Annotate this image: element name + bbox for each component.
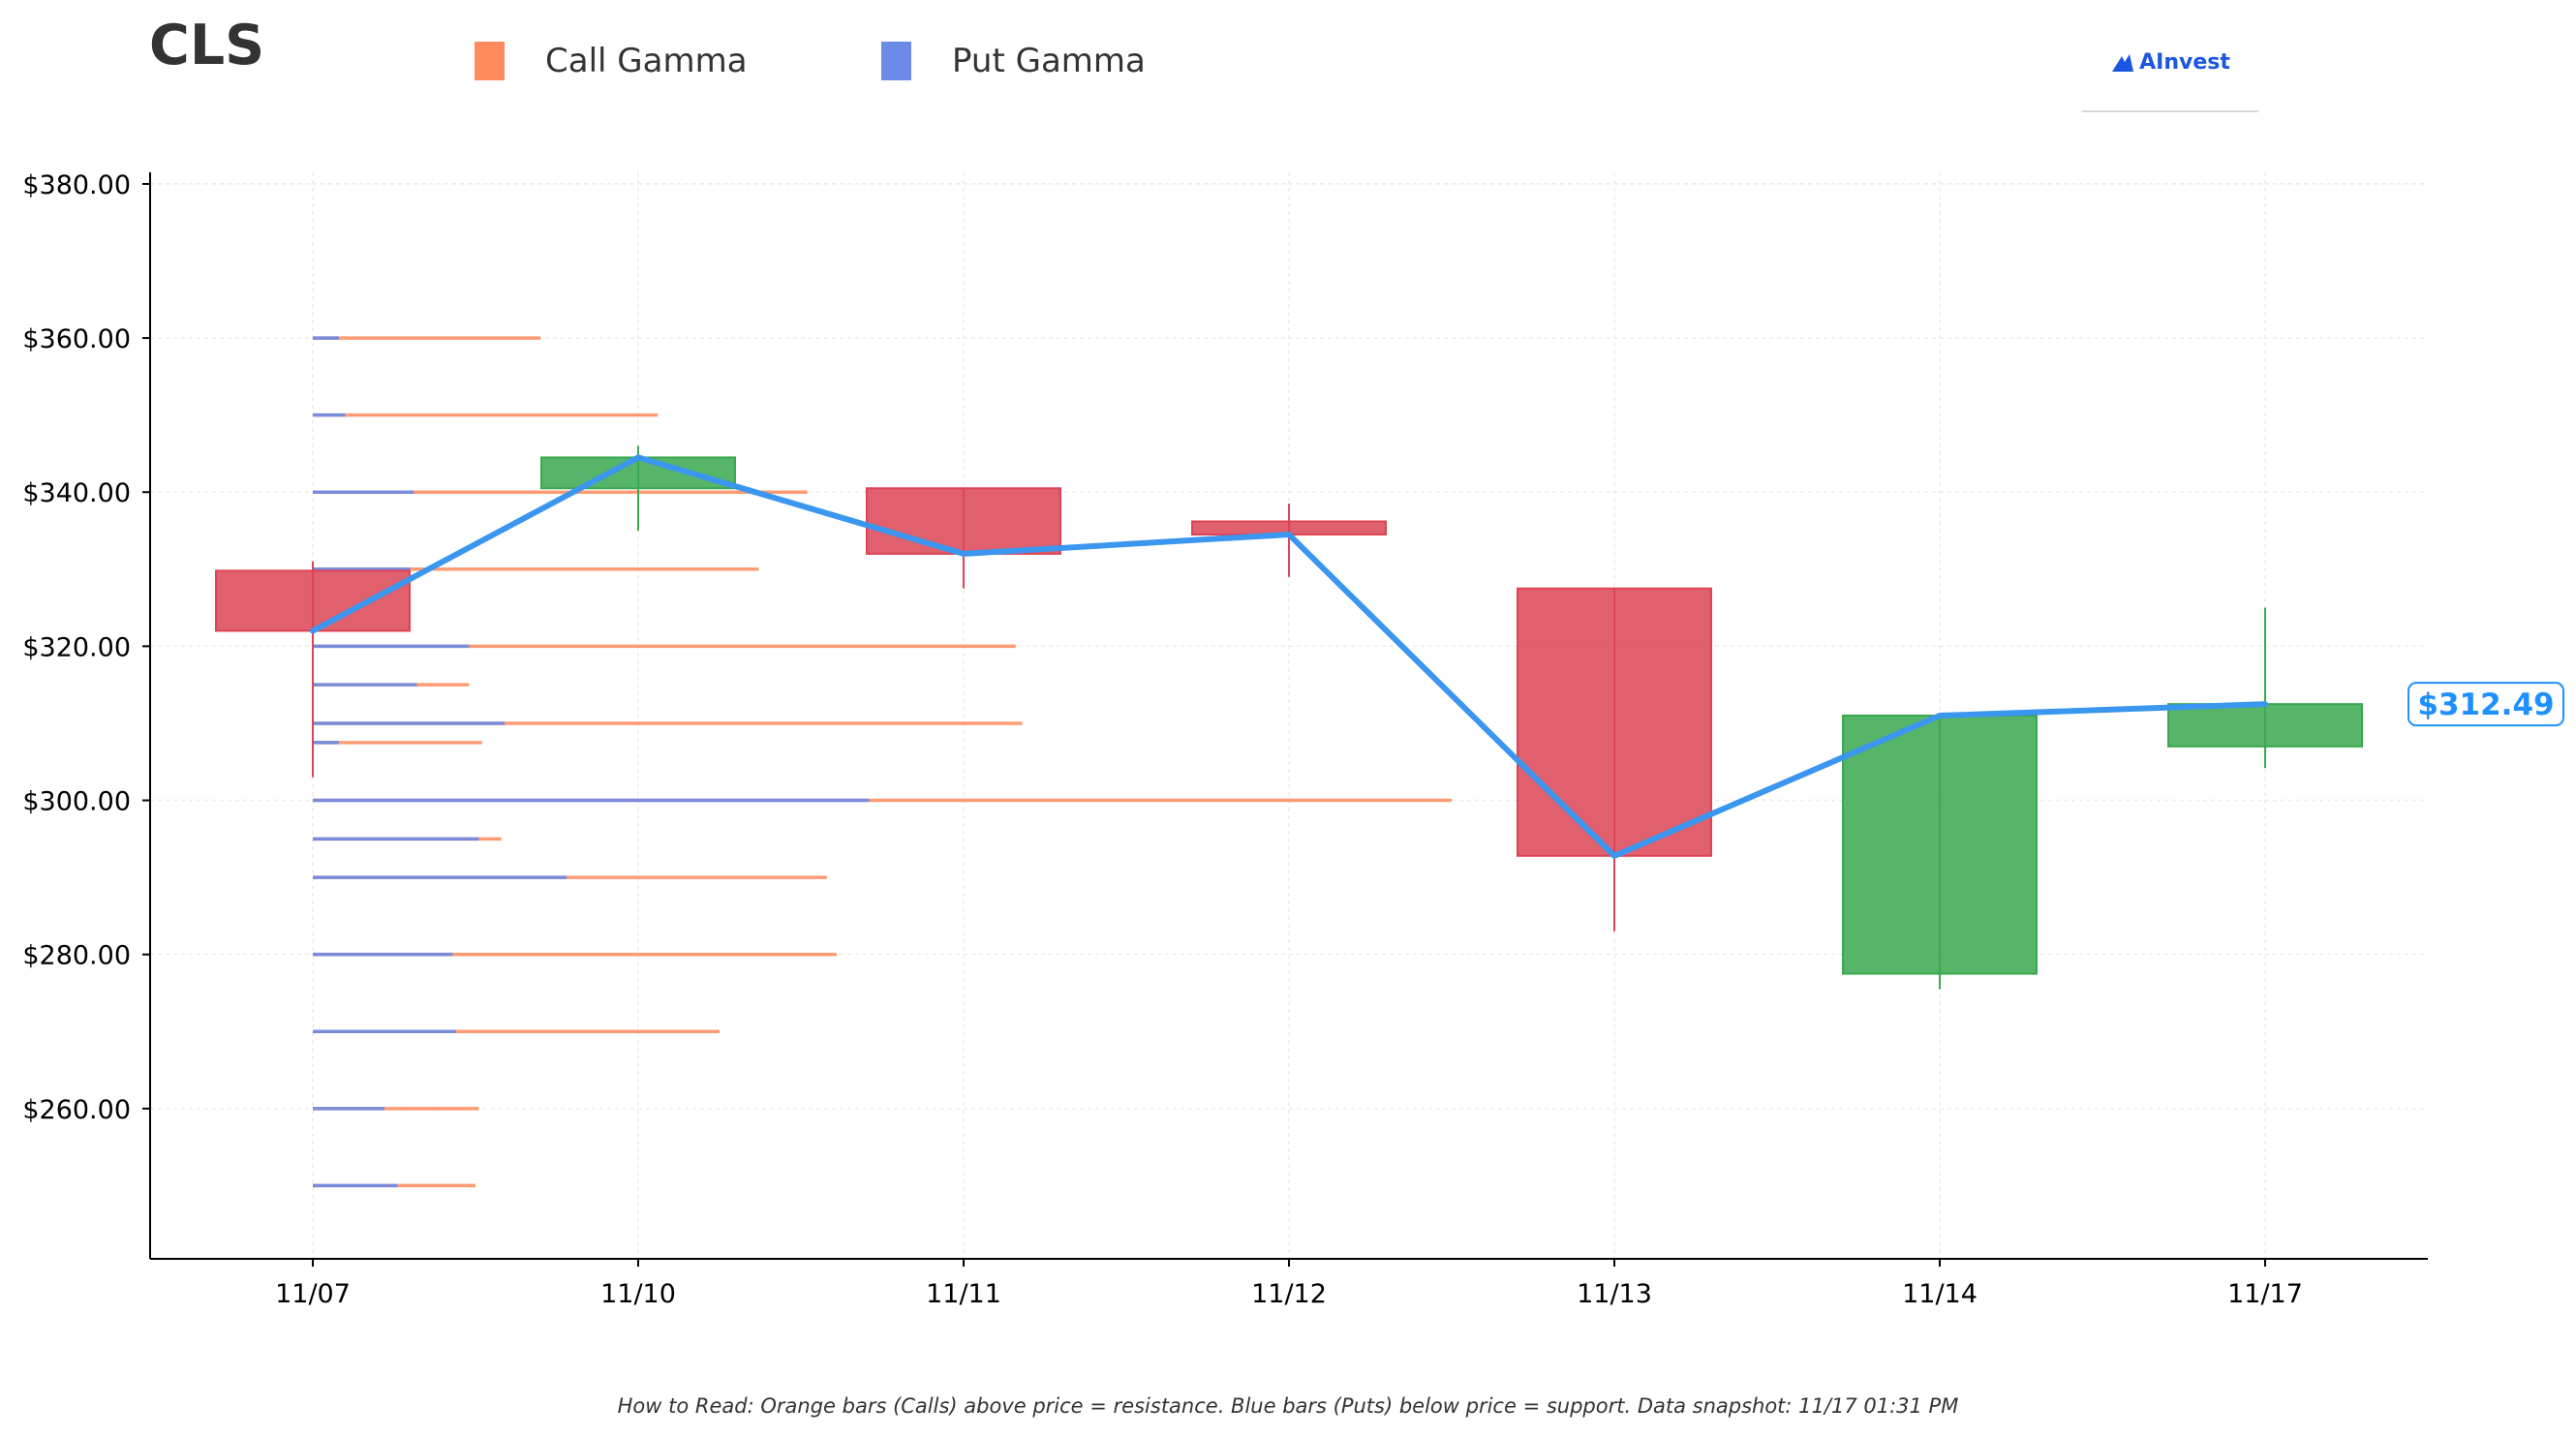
- x-tick-label: 11/10: [600, 1279, 676, 1309]
- y-tick-label: $380.00: [22, 170, 131, 200]
- y-tick-label: $340.00: [22, 478, 131, 508]
- candle-body: [1842, 715, 2038, 975]
- y-tick-label: $320.00: [22, 632, 131, 662]
- current-price-badge: [2407, 682, 2564, 727]
- candle-body: [540, 456, 736, 490]
- x-tick-label: 11/11: [926, 1279, 1001, 1309]
- y-tick-label: $360.00: [22, 324, 131, 354]
- brand-name: AInvest: [2139, 50, 2230, 75]
- y-tick-label: $260.00: [22, 1095, 131, 1125]
- gamma-bars: [313, 336, 1452, 1188]
- axes: $380.00 $360.00 $340.00 $320.00 $300.00 $280.…: [22, 170, 2428, 1309]
- x-tick-label: 11/13: [1577, 1279, 1652, 1309]
- legend-put-gamma: Put Gamma: [881, 37, 1146, 85]
- y-tick-label: $280.00: [22, 941, 131, 971]
- legend-call-gamma: Call Gamma: [475, 37, 748, 85]
- footnote: How to Read: Orange bars (Calls) above p…: [617, 1394, 1959, 1418]
- y-tick-label: $300.00: [22, 787, 131, 817]
- candle-body: [1517, 587, 1712, 857]
- x-tick-label: 11/14: [1902, 1279, 1978, 1309]
- ainvest-logo-icon: [2112, 54, 2134, 72]
- call-gamma-swatch: [475, 42, 505, 80]
- candles: [215, 445, 2363, 990]
- close-line: [310, 454, 2268, 859]
- put-gamma-swatch: [881, 42, 911, 80]
- brand-logo: AInvest: [2082, 46, 2258, 112]
- candle-body: [215, 569, 411, 632]
- price-badge: $312.49: [2407, 682, 2564, 727]
- legend-label-call-gamma: Call Gamma: [545, 42, 748, 80]
- x-tick-label: 11/12: [1251, 1279, 1327, 1309]
- close-price-line: [310, 454, 2268, 859]
- grid-lines: [150, 172, 2428, 1259]
- x-tick-label: 11/17: [2227, 1279, 2303, 1309]
- candle-body: [866, 487, 1061, 555]
- x-tick-label: 11/07: [275, 1279, 351, 1309]
- candle-body: [2167, 703, 2363, 748]
- ticker-symbol: CLS: [149, 14, 265, 77]
- legend-label-put-gamma: Put Gamma: [952, 42, 1146, 80]
- current-price-label: $312.49: [2417, 688, 2554, 722]
